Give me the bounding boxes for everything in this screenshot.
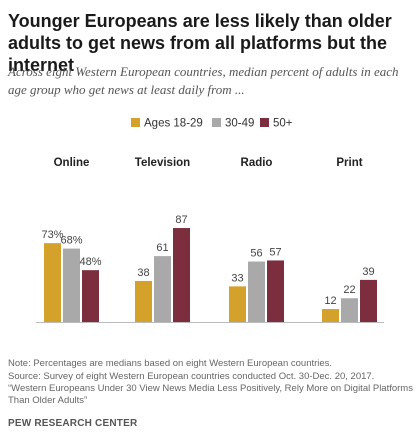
chart-title: Younger Europeans are less likely than o… [8,11,392,75]
bar [82,270,99,322]
bar [267,260,284,322]
data-label: 87 [175,214,187,226]
bar [44,243,61,322]
data-label: 33 [231,272,243,284]
legend-swatch [212,118,221,127]
organization-name: PEW RESEARCH CENTER [8,418,138,429]
legend-label: Ages 18-29 [144,118,203,130]
bar [248,261,265,322]
bar [63,248,80,322]
bar [154,256,171,322]
category-label: Online [54,157,90,169]
data-label: 39 [362,266,374,278]
data-label: 48% [79,256,101,268]
data-label: 73% [41,229,63,241]
chart-subtitle: Across eight Western European countries,… [8,64,399,97]
category-label: Radio [241,157,273,169]
bar [341,298,358,322]
report-title: “Western Europeans Under 30 View News Me… [8,383,413,406]
bar [135,280,152,322]
legend-swatch [260,118,269,127]
bar [229,286,246,322]
bar-chart: Ages 18-29 30-49 50+ Online 73%68% 48% Televis… [36,118,384,323]
category-label: Television [135,157,190,169]
footnote: Note: Percentages are medians based on e… [8,358,333,369]
legend-label: 30-49 [225,118,254,130]
data-label: 57 [269,246,281,258]
legend-label: 50+ [273,118,293,130]
data-label: 68% [60,235,82,247]
data-label: 22 [343,284,355,296]
bar [173,228,190,322]
bar [322,309,339,322]
data-label: 38 [137,267,149,279]
data-label: 12 [324,295,336,307]
data-label: 56 [250,248,262,260]
bar [360,279,377,322]
category-label: Print [336,157,362,169]
data-label: 61 [156,242,168,254]
legend-swatch [131,118,140,127]
source-note: Source: Survey of eight Western European… [8,371,375,382]
